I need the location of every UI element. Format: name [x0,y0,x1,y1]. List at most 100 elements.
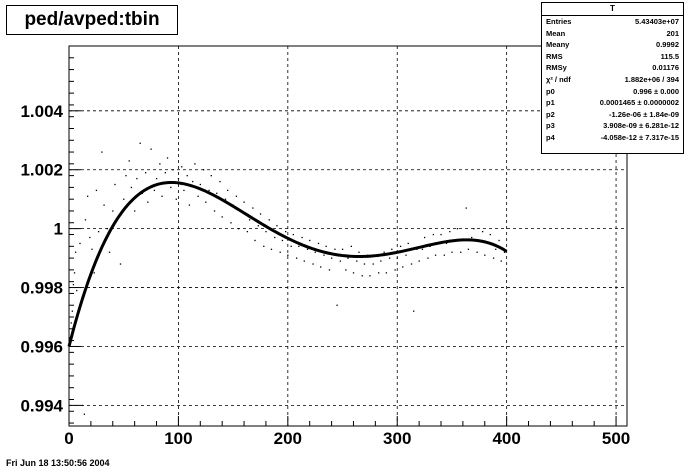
data-point [128,160,130,162]
data-point [237,228,240,230]
stats-rows: Entries 5.43403e+07 Mean 201 Meany 0.9992 RMS 1… [542,16,683,144]
stats-label: Entries [546,17,572,26]
data-point [263,245,265,248]
data-point [309,239,311,242]
data-point [93,272,95,274]
data-point [150,148,152,150]
data-point [295,257,298,259]
data-point [84,219,87,221]
data-point [303,260,305,262]
data-point [274,236,276,239]
data-point [208,189,210,192]
data-point [330,257,333,259]
data-point [361,275,363,277]
x-tick-label: 400 [492,429,520,448]
stats-row: p0 0.996 ± 0.000 [542,86,683,98]
data-point [243,201,245,203]
data-point [91,248,93,250]
stats-label: Meany [546,40,570,50]
stats-value: 0.996 ± 0.000 [633,86,679,96]
x-tick-label: 100 [164,429,192,448]
y-tick-label: 1.004 [20,102,63,121]
data-point [181,166,183,168]
data-point [445,242,448,245]
data-point [339,260,342,262]
data-point [451,251,453,253]
stats-box: T Entries 5.43403e+07 Mean 201 Meany 0.9992 RM… [541,2,684,154]
data-point [427,257,429,259]
data-point [388,257,391,259]
data-point [106,228,108,230]
stats-label: RMSy [546,63,567,73]
data-point [155,177,158,180]
stats-label: p4 [546,132,555,142]
data-point [312,263,314,265]
data-point [205,201,207,203]
data-point [467,248,470,250]
x-tick-label: 300 [383,429,411,448]
stats-row: Entries 5.43403e+07 [542,16,683,28]
y-tick-label: 0.996 [20,337,63,356]
data-point [197,195,199,197]
data-point [170,186,172,189]
y-tick-label: 1 [54,220,63,239]
data-point [130,186,133,189]
data-point [492,257,495,259]
stats-label: p1 [546,98,555,108]
data-point [323,254,325,256]
data-point [202,169,205,171]
data-point [402,266,404,268]
data-point [484,254,486,256]
data-point [213,210,216,212]
data-point [292,233,294,236]
data-point [378,272,380,274]
data-point [199,183,201,186]
data-point [456,228,459,230]
data-point [500,260,502,262]
stats-value: 3.908e-09 ± 6.281e-12 [603,121,679,131]
data-point [290,245,292,248]
data-point [265,230,267,233]
data-point [221,216,223,218]
stats-value: 5.43403e+07 [634,17,679,26]
data-point [279,251,281,253]
data-point [394,269,396,271]
stats-label: Mean [546,28,566,38]
data-point [372,263,374,265]
stats-row: RMS 115.5 [542,51,683,63]
data-point [188,204,191,206]
y-tick-label: 1.002 [20,161,63,180]
data-point [301,236,303,239]
data-point [317,242,320,245]
data-point [345,269,347,271]
data-point [83,413,86,415]
stats-value: 0.9992 [656,40,679,50]
data-point [79,242,81,245]
data-point [177,177,180,180]
stats-value: 201 [666,28,679,38]
data-point [216,192,218,194]
stats-label: p3 [546,121,555,131]
data-point [347,257,349,259]
plot-frame [68,45,628,427]
stats-value: 0.0001465 ± 0.0000002 [599,98,679,108]
data-point [125,175,127,177]
data-point [276,225,278,227]
data-point [369,275,371,277]
data-point [380,260,382,262]
data-point [268,219,270,221]
data-point [235,195,238,197]
stats-row: RMSy 0.01176 [542,62,683,74]
data-point [134,210,136,212]
data-point [144,172,147,174]
data-point [495,248,497,250]
timestamp: Fri Jun 18 13:50:56 2004 [6,458,110,468]
data-point [87,195,89,197]
data-point [252,207,254,209]
data-point [363,263,366,265]
data-point [108,251,111,253]
stats-row: Meany 0.9992 [542,39,683,51]
data-point [440,233,442,236]
x-tick-label: 200 [274,429,302,448]
